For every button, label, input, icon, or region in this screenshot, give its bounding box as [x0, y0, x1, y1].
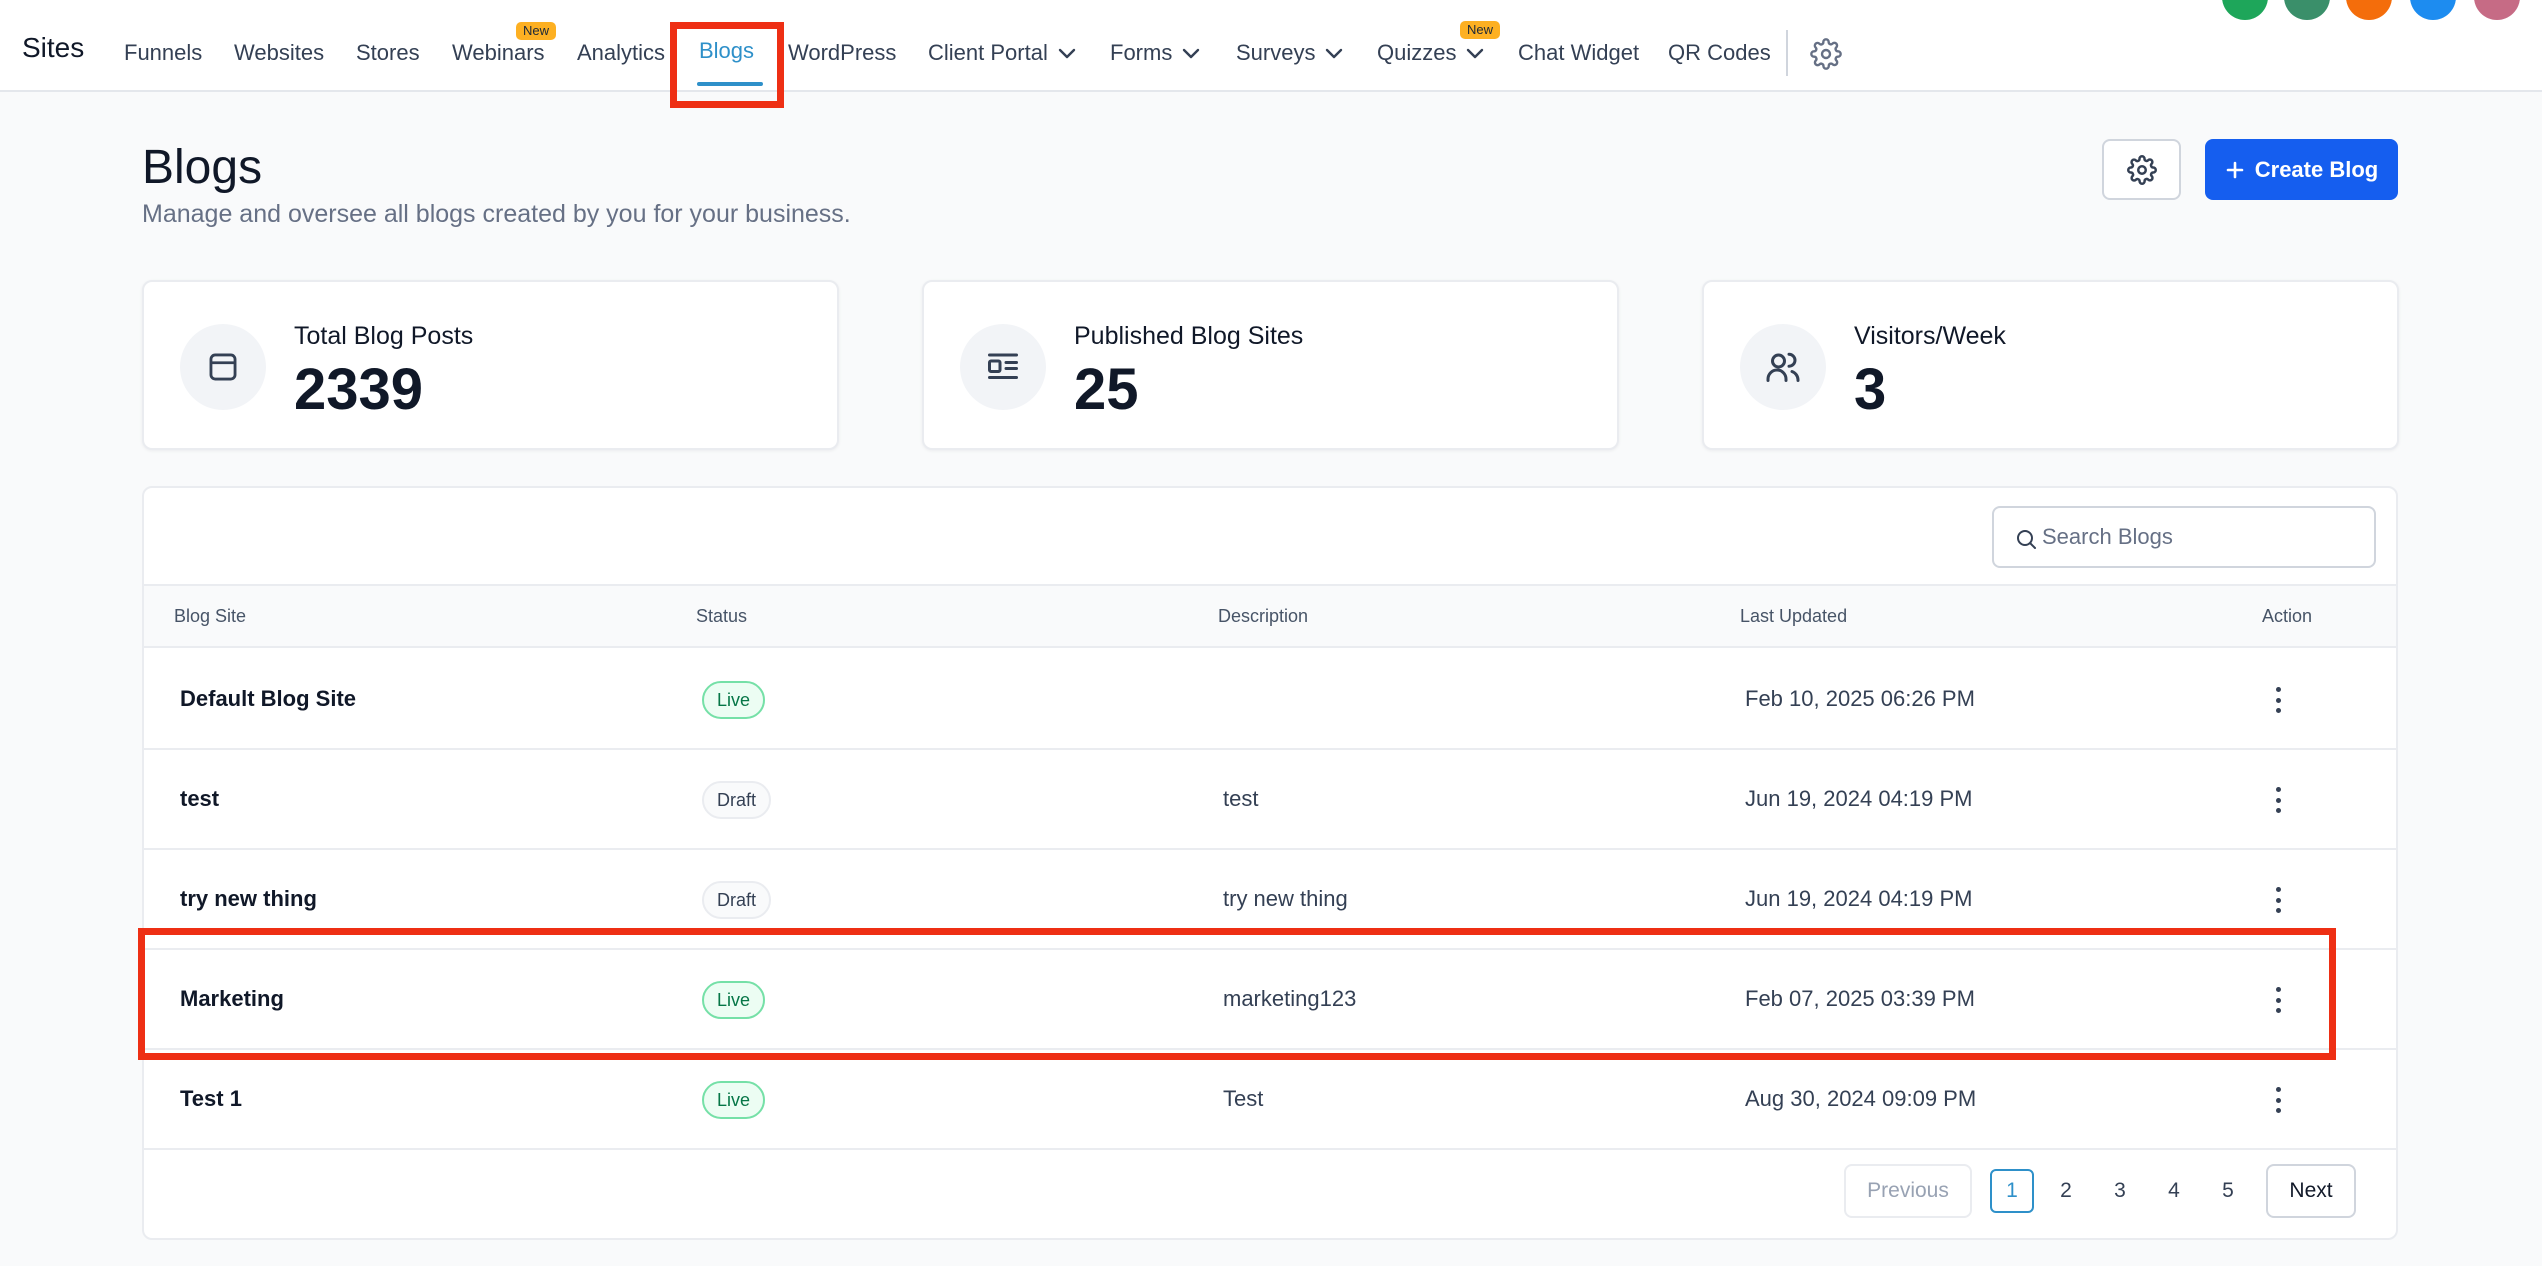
- nav-item-surveys[interactable]: Surveys: [1236, 40, 1343, 66]
- create-blog-label: Create Blog: [2254, 156, 2379, 182]
- nav-item-client-portal[interactable]: Client Portal: [928, 40, 1076, 66]
- nav-item-qr-codes[interactable]: QR Codes: [1668, 40, 1771, 65]
- stat-value: 25: [1074, 357, 1139, 422]
- top-navigation: Sites Funnels Websites Stores Webinars N…: [0, 0, 2542, 92]
- more-actions-icon[interactable]: [2268, 783, 2288, 817]
- stat-card-total-posts: Total Blog Posts 2339: [142, 280, 839, 450]
- avatar[interactable]: [2410, 0, 2456, 20]
- nav-item-analytics[interactable]: Analytics: [577, 40, 666, 65]
- blog-site-name[interactable]: test: [180, 786, 220, 811]
- nav-item-surveys-label: Surveys: [1236, 40, 1316, 65]
- column-header-status[interactable]: Status: [696, 606, 748, 626]
- status-badge: Live: [702, 1081, 766, 1119]
- stat-card-published-sites: Published Blog Sites 25: [922, 280, 1619, 450]
- table-header: Blog Site Status Description Last Update…: [144, 584, 2396, 648]
- nav-item-quizzes[interactable]: Quizzes: [1377, 40, 1484, 66]
- new-badge-webinars: New: [516, 22, 557, 40]
- next-page-button[interactable]: Next: [2266, 1164, 2356, 1218]
- users-icon: [1740, 324, 1826, 410]
- avatar[interactable]: [2346, 0, 2392, 20]
- stat-value: 3: [1854, 357, 1887, 422]
- stat-label: Total Blog Posts: [294, 322, 474, 350]
- page-title: Blogs: [142, 141, 263, 194]
- stat-label: Visitors/Week: [1854, 322, 2006, 350]
- status-badge: Live: [702, 981, 766, 1019]
- nav-item-forms-label: Forms: [1110, 40, 1173, 65]
- page-button-1[interactable]: 1: [1990, 1169, 2034, 1213]
- chevron-down-icon: [1058, 48, 1076, 59]
- blog-site-name[interactable]: Marketing: [180, 986, 284, 1011]
- blog-site-name[interactable]: try new thing: [180, 886, 317, 911]
- search-icon: [2017, 530, 2036, 549]
- table-row[interactable]: try new thing Draft try new thing Jun 19…: [144, 850, 2396, 950]
- column-header-action: Action: [2262, 606, 2313, 626]
- page-button-3[interactable]: 3: [2114, 1179, 2126, 1202]
- nav-item-quizzes-label: Quizzes: [1377, 40, 1457, 65]
- table-row[interactable]: Marketing Live marketing123 Feb 07, 2025…: [144, 950, 2396, 1050]
- blog-settings-button[interactable]: [2102, 139, 2181, 200]
- chevron-down-icon: [1326, 48, 1343, 59]
- more-actions-icon[interactable]: [2268, 1083, 2288, 1117]
- chevron-down-icon: [1183, 48, 1200, 59]
- nav-item-websites[interactable]: Websites: [234, 40, 325, 65]
- table-row[interactable]: test Draft test Jun 19, 2024 04:19 PM: [144, 750, 2396, 850]
- nav-divider: [1786, 30, 1788, 76]
- nav-item-wordpress[interactable]: WordPress: [788, 40, 897, 65]
- status-badge: Draft: [702, 881, 772, 919]
- blog-description: marketing123: [1223, 986, 1357, 1011]
- blog-description: Test: [1223, 1086, 1264, 1111]
- nav-item-forms[interactable]: Forms: [1110, 40, 1200, 66]
- page-subtitle: Manage and oversee all blogs created by …: [142, 200, 851, 228]
- column-header-description[interactable]: Description: [1218, 606, 1309, 626]
- stat-label: Published Blog Sites: [1074, 322, 1304, 350]
- search-box[interactable]: [1992, 506, 2376, 568]
- nav-item-stores[interactable]: Stores: [356, 40, 420, 65]
- chevron-down-icon: [1467, 48, 1484, 59]
- table-row[interactable]: Test 1 Live Test Aug 30, 2024 09:09 PM: [144, 1050, 2396, 1150]
- blogs-table-panel: Blog Site Status Description Last Update…: [142, 486, 2398, 1240]
- new-badge-quizzes: New: [1460, 21, 1501, 39]
- last-updated: Feb 10, 2025 06:26 PM: [1745, 686, 1975, 711]
- more-actions-icon[interactable]: [2268, 883, 2288, 917]
- article-icon: [960, 324, 1046, 410]
- stat-card-visitors: Visitors/Week 3: [1702, 280, 2399, 450]
- last-updated: Jun 19, 2024 04:19 PM: [1745, 886, 1973, 911]
- search-input[interactable]: [2042, 518, 2362, 556]
- table-row[interactable]: Default Blog Site Live Feb 10, 2025 06:2…: [144, 650, 2396, 750]
- nav-item-chat-widget[interactable]: Chat Widget: [1518, 40, 1640, 65]
- nav-item-funnels[interactable]: Funnels: [124, 40, 203, 65]
- gear-icon: [2126, 154, 2157, 185]
- previous-page-button[interactable]: Previous: [1844, 1164, 1972, 1218]
- gear-icon[interactable]: [1810, 38, 1842, 70]
- blog-description: test: [1223, 786, 1259, 811]
- column-header-blog-site[interactable]: Blog Site: [174, 606, 247, 626]
- last-updated: Jun 19, 2024 04:19 PM: [1745, 786, 1973, 811]
- page-button-4[interactable]: 4: [2168, 1179, 2180, 1202]
- page-button-5[interactable]: 5: [2222, 1179, 2234, 1202]
- nav-item-webinars[interactable]: Webinars: [452, 40, 545, 65]
- status-badge: Draft: [702, 781, 772, 819]
- avatar[interactable]: [2474, 0, 2520, 20]
- nav-item-client-portal-label: Client Portal: [928, 40, 1048, 65]
- brand-title: Sites: [22, 32, 85, 63]
- calendar-icon: [180, 324, 266, 410]
- last-updated: Feb 07, 2025 03:39 PM: [1745, 986, 1975, 1011]
- stat-value: 2339: [294, 357, 424, 422]
- column-header-last-updated[interactable]: Last Updated: [1740, 606, 1848, 626]
- blog-site-name[interactable]: Default Blog Site: [180, 686, 357, 711]
- page-button-2[interactable]: 2: [2060, 1179, 2072, 1202]
- blog-site-name[interactable]: Test 1: [180, 1086, 242, 1111]
- active-tab-indicator: [697, 82, 763, 86]
- avatar[interactable]: [2284, 0, 2330, 20]
- create-blog-button[interactable]: Create Blog: [2205, 139, 2398, 200]
- more-actions-icon[interactable]: [2268, 683, 2288, 717]
- nav-item-blogs[interactable]: Blogs: [699, 38, 755, 63]
- blog-description: try new thing: [1223, 886, 1348, 911]
- more-actions-icon[interactable]: [2268, 983, 2288, 1017]
- avatar[interactable]: [2222, 0, 2268, 20]
- plus-icon: [2226, 161, 2244, 178]
- status-badge: Live: [702, 681, 766, 719]
- last-updated: Aug 30, 2024 09:09 PM: [1745, 1086, 1977, 1111]
